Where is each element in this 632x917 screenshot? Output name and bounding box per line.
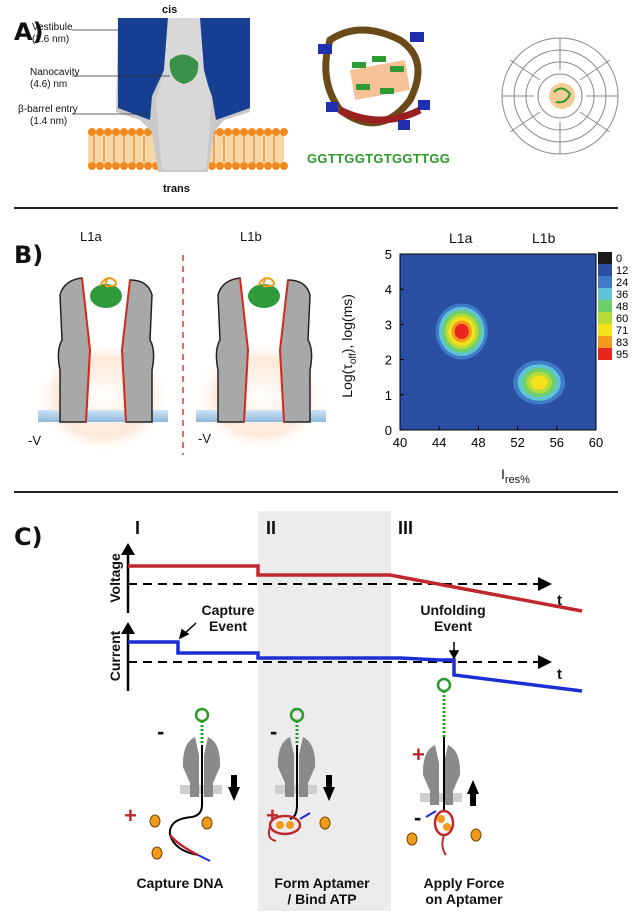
barrel-entry-annotation: β-barrel entry (1.4 nm) — [18, 104, 78, 127]
heatmap-ytick-label: 0 — [385, 423, 392, 438]
stage-i-label: I — [135, 518, 141, 538]
step1-sign-bottom: + — [124, 803, 137, 828]
colorbar-label: 48 — [616, 301, 628, 313]
step3-caption: Apply Force on Aptamer — [423, 875, 505, 907]
nanocavity-annotation: Nanocavity (4.6) nm — [30, 67, 80, 90]
heatmap-ytick-label: 2 — [385, 353, 392, 368]
capture-event-annotation: Capture Event — [201, 602, 255, 634]
heatmap-contour-L1a-8 — [454, 323, 469, 340]
schematic-title-l1b: L1b — [240, 229, 262, 244]
heatmap-top-label-l1b: L1b — [532, 230, 556, 246]
heatmap-background — [400, 254, 596, 430]
voltage-time-label: t — [557, 592, 562, 609]
step2-sign-top: - — [270, 719, 278, 744]
colorbar-swatch — [598, 252, 612, 264]
stage-iii-label: III — [398, 518, 414, 538]
colorbar-label: 83 — [616, 337, 628, 349]
stage-ii-shading — [258, 511, 391, 911]
colorbar-label: 95 — [616, 349, 628, 361]
heatmap-ytick-label: 4 — [385, 282, 392, 297]
panel-b-schematics — [38, 255, 326, 455]
divider-b-c — [14, 491, 618, 493]
heatmap-top-label-l1a: L1a — [449, 230, 473, 246]
schematic-l1a — [38, 277, 168, 452]
colorbar-label: 12 — [616, 265, 628, 277]
voltage-trace — [128, 564, 583, 613]
heatmap-xlabel: Ires% — [501, 466, 530, 486]
step3-sign-top: + — [412, 742, 425, 767]
current-trace — [128, 640, 583, 693]
heatmap-xtick-label: 48 — [471, 435, 485, 450]
pore-top-view — [501, 37, 619, 155]
colorbar-label: 71 — [616, 325, 628, 337]
step3-sign-bottom: - — [414, 805, 422, 830]
vestibule-annotation: Vestibule (2.6 nm) — [32, 22, 73, 45]
stage-ii-label: II — [266, 518, 277, 538]
voltage-axis-label: Voltage — [107, 553, 123, 603]
current-axis-label: Current — [107, 630, 123, 682]
panel-b-label: B) — [14, 241, 44, 269]
divider-a-b — [14, 207, 618, 209]
colorbar-label: 0 — [616, 253, 622, 265]
step1-sign-top: - — [157, 719, 165, 744]
step1-caption: Capture DNA — [136, 875, 224, 891]
panel-a-label: A) — [14, 18, 44, 46]
heatmap-xtick-label: 52 — [510, 435, 524, 450]
colorbar-swatch — [598, 324, 612, 336]
colorbar-swatch — [598, 336, 612, 348]
voltage-label-l1b: -V — [198, 431, 211, 446]
colorbar-label: 60 — [616, 313, 628, 325]
current-time-label: t — [557, 666, 562, 683]
cis-label: cis — [162, 4, 178, 16]
colorbar-swatch — [598, 264, 612, 276]
step2-sign-bottom: + — [266, 803, 279, 828]
voltage-axes — [121, 543, 552, 613]
current-axes — [121, 622, 552, 691]
heatmap-ytick-label: 5 — [385, 247, 392, 262]
heatmap-ytick-label: 3 — [385, 317, 392, 332]
colorbar-swatch — [598, 312, 612, 324]
colorbar-label: 24 — [616, 277, 628, 289]
colorbar-label: 36 — [616, 289, 628, 301]
trans-label: trans — [163, 183, 190, 195]
step2-caption: Form Aptamer / Bind ATP — [274, 875, 370, 907]
panel-a-figure — [72, 18, 619, 172]
heatmap-ylabel: Log(τoff), log(ms) — [339, 294, 359, 398]
heatmap-frame — [399, 253, 597, 431]
heatmap-xtick-label: 40 — [393, 435, 407, 450]
panel-c-label: C) — [14, 523, 43, 551]
colorbar-swatch — [598, 276, 612, 288]
nanopore-cross-section — [116, 18, 250, 172]
colorbar-swatch — [598, 300, 612, 312]
g-quadruplex-structure — [318, 26, 430, 130]
colorbar-swatch — [598, 348, 612, 360]
step-schematics — [149, 677, 482, 862]
unfolding-event-annotation: Unfolding Event — [420, 602, 486, 634]
schematic-l1b — [196, 277, 326, 452]
panel-c-figure — [121, 511, 583, 911]
heatmap-xtick-label: 44 — [432, 435, 446, 450]
colorbar-swatch — [598, 288, 612, 300]
schematic-title-l1a: L1a — [80, 229, 102, 244]
voltage-label-l1a: -V — [28, 433, 41, 448]
heatmap-ytick-label: 1 — [385, 388, 392, 403]
heatmap-xtick-label: 56 — [550, 435, 564, 450]
heatmap-xtick-label: 60 — [589, 435, 603, 450]
heatmap-contour-L1b-6 — [530, 375, 548, 390]
aptamer-sequence: GGTTGGTGTGGTTGG — [307, 151, 451, 166]
